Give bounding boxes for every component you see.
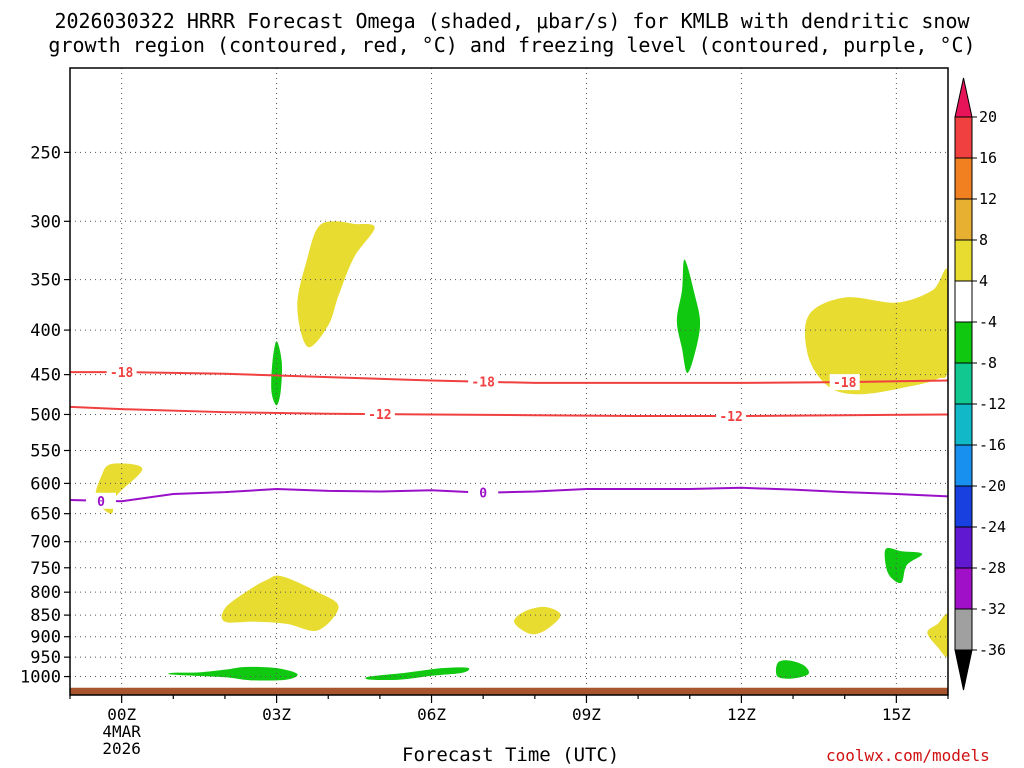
y-tick-label-650: 650 — [30, 505, 61, 525]
contour-label-1-0: -12 — [368, 408, 391, 423]
colorbar-label--36: -36 — [979, 641, 1006, 659]
contour-label-0-1: -18 — [471, 376, 495, 391]
contour-label-bg-2-0 — [85, 492, 116, 509]
colorbar-box-2 — [954, 198, 973, 241]
omega-region-rising-4 — [804, 268, 948, 395]
ground-surface — [70, 687, 948, 695]
colorbar-box-9 — [954, 485, 973, 528]
contour-label-bg-0-2 — [829, 374, 860, 391]
y-tick-label-350: 350 — [30, 271, 61, 291]
colorbar-box-7 — [954, 403, 973, 446]
colorbar-label-16: 16 — [979, 149, 997, 167]
y-tick-label-800: 800 — [30, 583, 61, 603]
x-tick-sublabel-0: 4MAR — [102, 722, 141, 741]
y-tick-label-550: 550 — [30, 442, 61, 462]
x-tick-label-00Z: 00Z — [107, 705, 136, 724]
omega-shading — [95, 221, 948, 681]
x-tick-label-15Z: 15Z — [882, 705, 911, 724]
contour-label-bg-0-0 — [106, 364, 137, 381]
colorbar-box-10 — [954, 526, 973, 569]
omega-region-rising-3 — [514, 606, 561, 635]
contour-line-1 — [70, 405, 948, 417]
y-tick-label-450: 450 — [30, 366, 61, 386]
colorbar-box-5 — [954, 321, 973, 364]
contour-label-bg-1-1 — [716, 407, 747, 424]
colorbar-label--12: -12 — [979, 395, 1006, 413]
colorbar-box-4 — [954, 280, 973, 323]
colorbar-box-0 — [954, 116, 973, 159]
y-tick-label-400: 400 — [30, 321, 61, 341]
contour-label-bg-0-1 — [468, 373, 499, 390]
contour-label-0-2: -18 — [833, 376, 857, 391]
x-tick-sublabel-1: 2026 — [102, 739, 141, 758]
colorbar-label--24: -24 — [979, 518, 1006, 536]
site-credit[interactable]: coolwx.com/models — [826, 746, 990, 765]
omega-region-sinking-8 — [884, 547, 923, 584]
y-tick-label-300: 300 — [30, 212, 61, 232]
colorbar-label--28: -28 — [979, 559, 1006, 577]
colorbar-box-8 — [954, 444, 973, 487]
colorbar-label-8: 8 — [979, 231, 988, 249]
y-tick-label-750: 750 — [30, 559, 61, 579]
colorbar-label--4: -4 — [979, 313, 997, 331]
colorbar-label--8: -8 — [979, 354, 997, 372]
omega-region-sinking-9 — [775, 660, 810, 679]
colorbar-box-1 — [954, 157, 973, 200]
y-tick-label-600: 600 — [30, 474, 61, 494]
x-axis-label: Forecast Time (UTC) — [402, 744, 620, 766]
omega-region-sinking-10 — [168, 666, 298, 681]
colorbar-label--16: -16 — [979, 436, 1006, 454]
omega-region-rising-5 — [927, 613, 948, 657]
x-tick-label-06Z: 06Z — [417, 705, 446, 724]
colorbar-label--32: -32 — [979, 600, 1006, 618]
colorbar-box-12 — [954, 608, 973, 651]
contour-label-bg-2-1 — [468, 484, 499, 501]
y-tick-label-850: 850 — [30, 606, 61, 626]
colorbar-label-4: 4 — [979, 272, 988, 290]
colorbar-label-20: 20 — [979, 108, 997, 126]
chart-title-line-2: growth region (contoured, red, °C) and f… — [48, 33, 976, 57]
contour-label-1-1: -12 — [719, 410, 742, 425]
plot-area: -18 -18 -18 -12 -12 0 0 250 300 350 400 450 500 550 60… — [20, 67, 949, 758]
contour-label-bg-1-0 — [364, 406, 395, 423]
colorbar-box-11 — [954, 567, 973, 610]
omega-region-sinking-11 — [365, 667, 470, 680]
omega-region-rising-1 — [297, 221, 375, 348]
colorbar-label-12: 12 — [979, 190, 997, 208]
x-tick-label-03Z: 03Z — [262, 705, 291, 724]
y-tick-label-700: 700 — [30, 533, 61, 553]
contour-lines: -18 -18 -18 -12 -12 0 0 — [70, 364, 948, 510]
colorbar-top-arrow — [954, 77, 973, 118]
colorbar-box-3 — [954, 239, 973, 282]
chart-title-line-1: 2026030322 HRRR Forecast Omega (shaded, … — [54, 9, 970, 33]
y-tick-label-1000: 1000 — [20, 668, 61, 688]
y-tick-label-250: 250 — [30, 143, 61, 163]
y-tick-label-500: 500 — [30, 405, 61, 425]
contour-line-2 — [70, 486, 948, 503]
contour-label-0-0: -18 — [110, 366, 134, 381]
plot-border — [69, 67, 949, 696]
contour-label-2-0: 0 — [97, 495, 105, 510]
y-tick-label-900: 900 — [30, 628, 61, 648]
x-tick-label-09Z: 09Z — [572, 705, 601, 724]
contour-label-2-1: 0 — [479, 487, 487, 502]
colorbar-label--20: -20 — [979, 477, 1006, 495]
y-tick-label-950: 950 — [30, 648, 61, 668]
omega-region-rising-2 — [221, 575, 339, 631]
colorbar-bottom-arrow — [954, 649, 973, 691]
colorbar-box-6 — [954, 362, 973, 405]
colorbar: 20 16 12 8 4 -4 -8 -12 -16 -20 -24 -28 -32 -36 — [954, 77, 1006, 691]
x-tick-label-12Z: 12Z — [727, 705, 756, 724]
omega-region-sinking-7 — [676, 259, 701, 373]
